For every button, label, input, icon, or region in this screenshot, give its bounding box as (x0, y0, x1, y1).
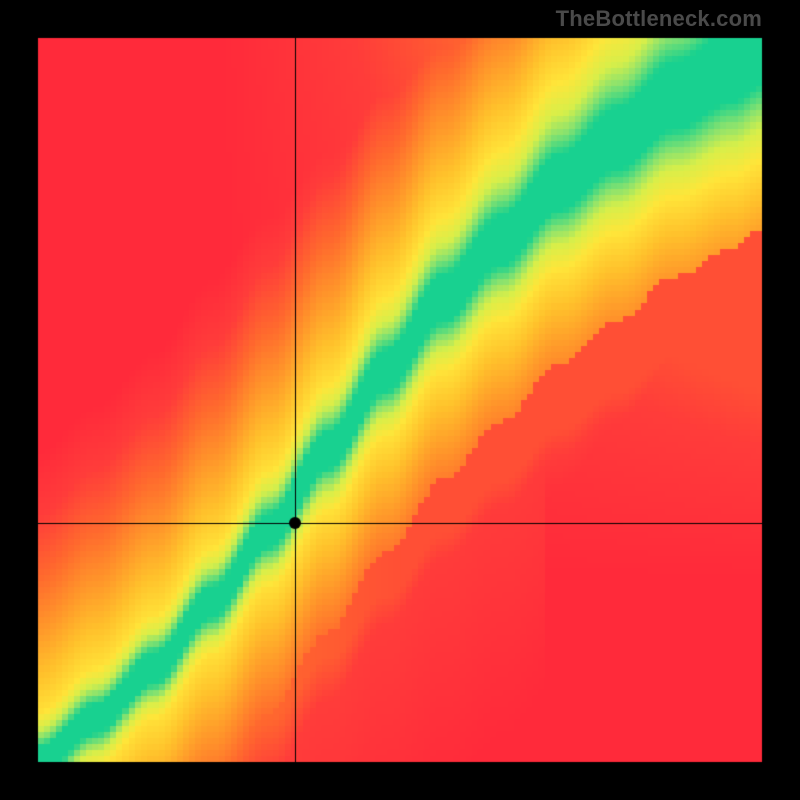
bottleneck-heatmap (0, 0, 800, 800)
chart-container: { "watermark": { "text": "TheBottleneck.… (0, 0, 800, 800)
watermark-text: TheBottleneck.com (556, 6, 762, 32)
